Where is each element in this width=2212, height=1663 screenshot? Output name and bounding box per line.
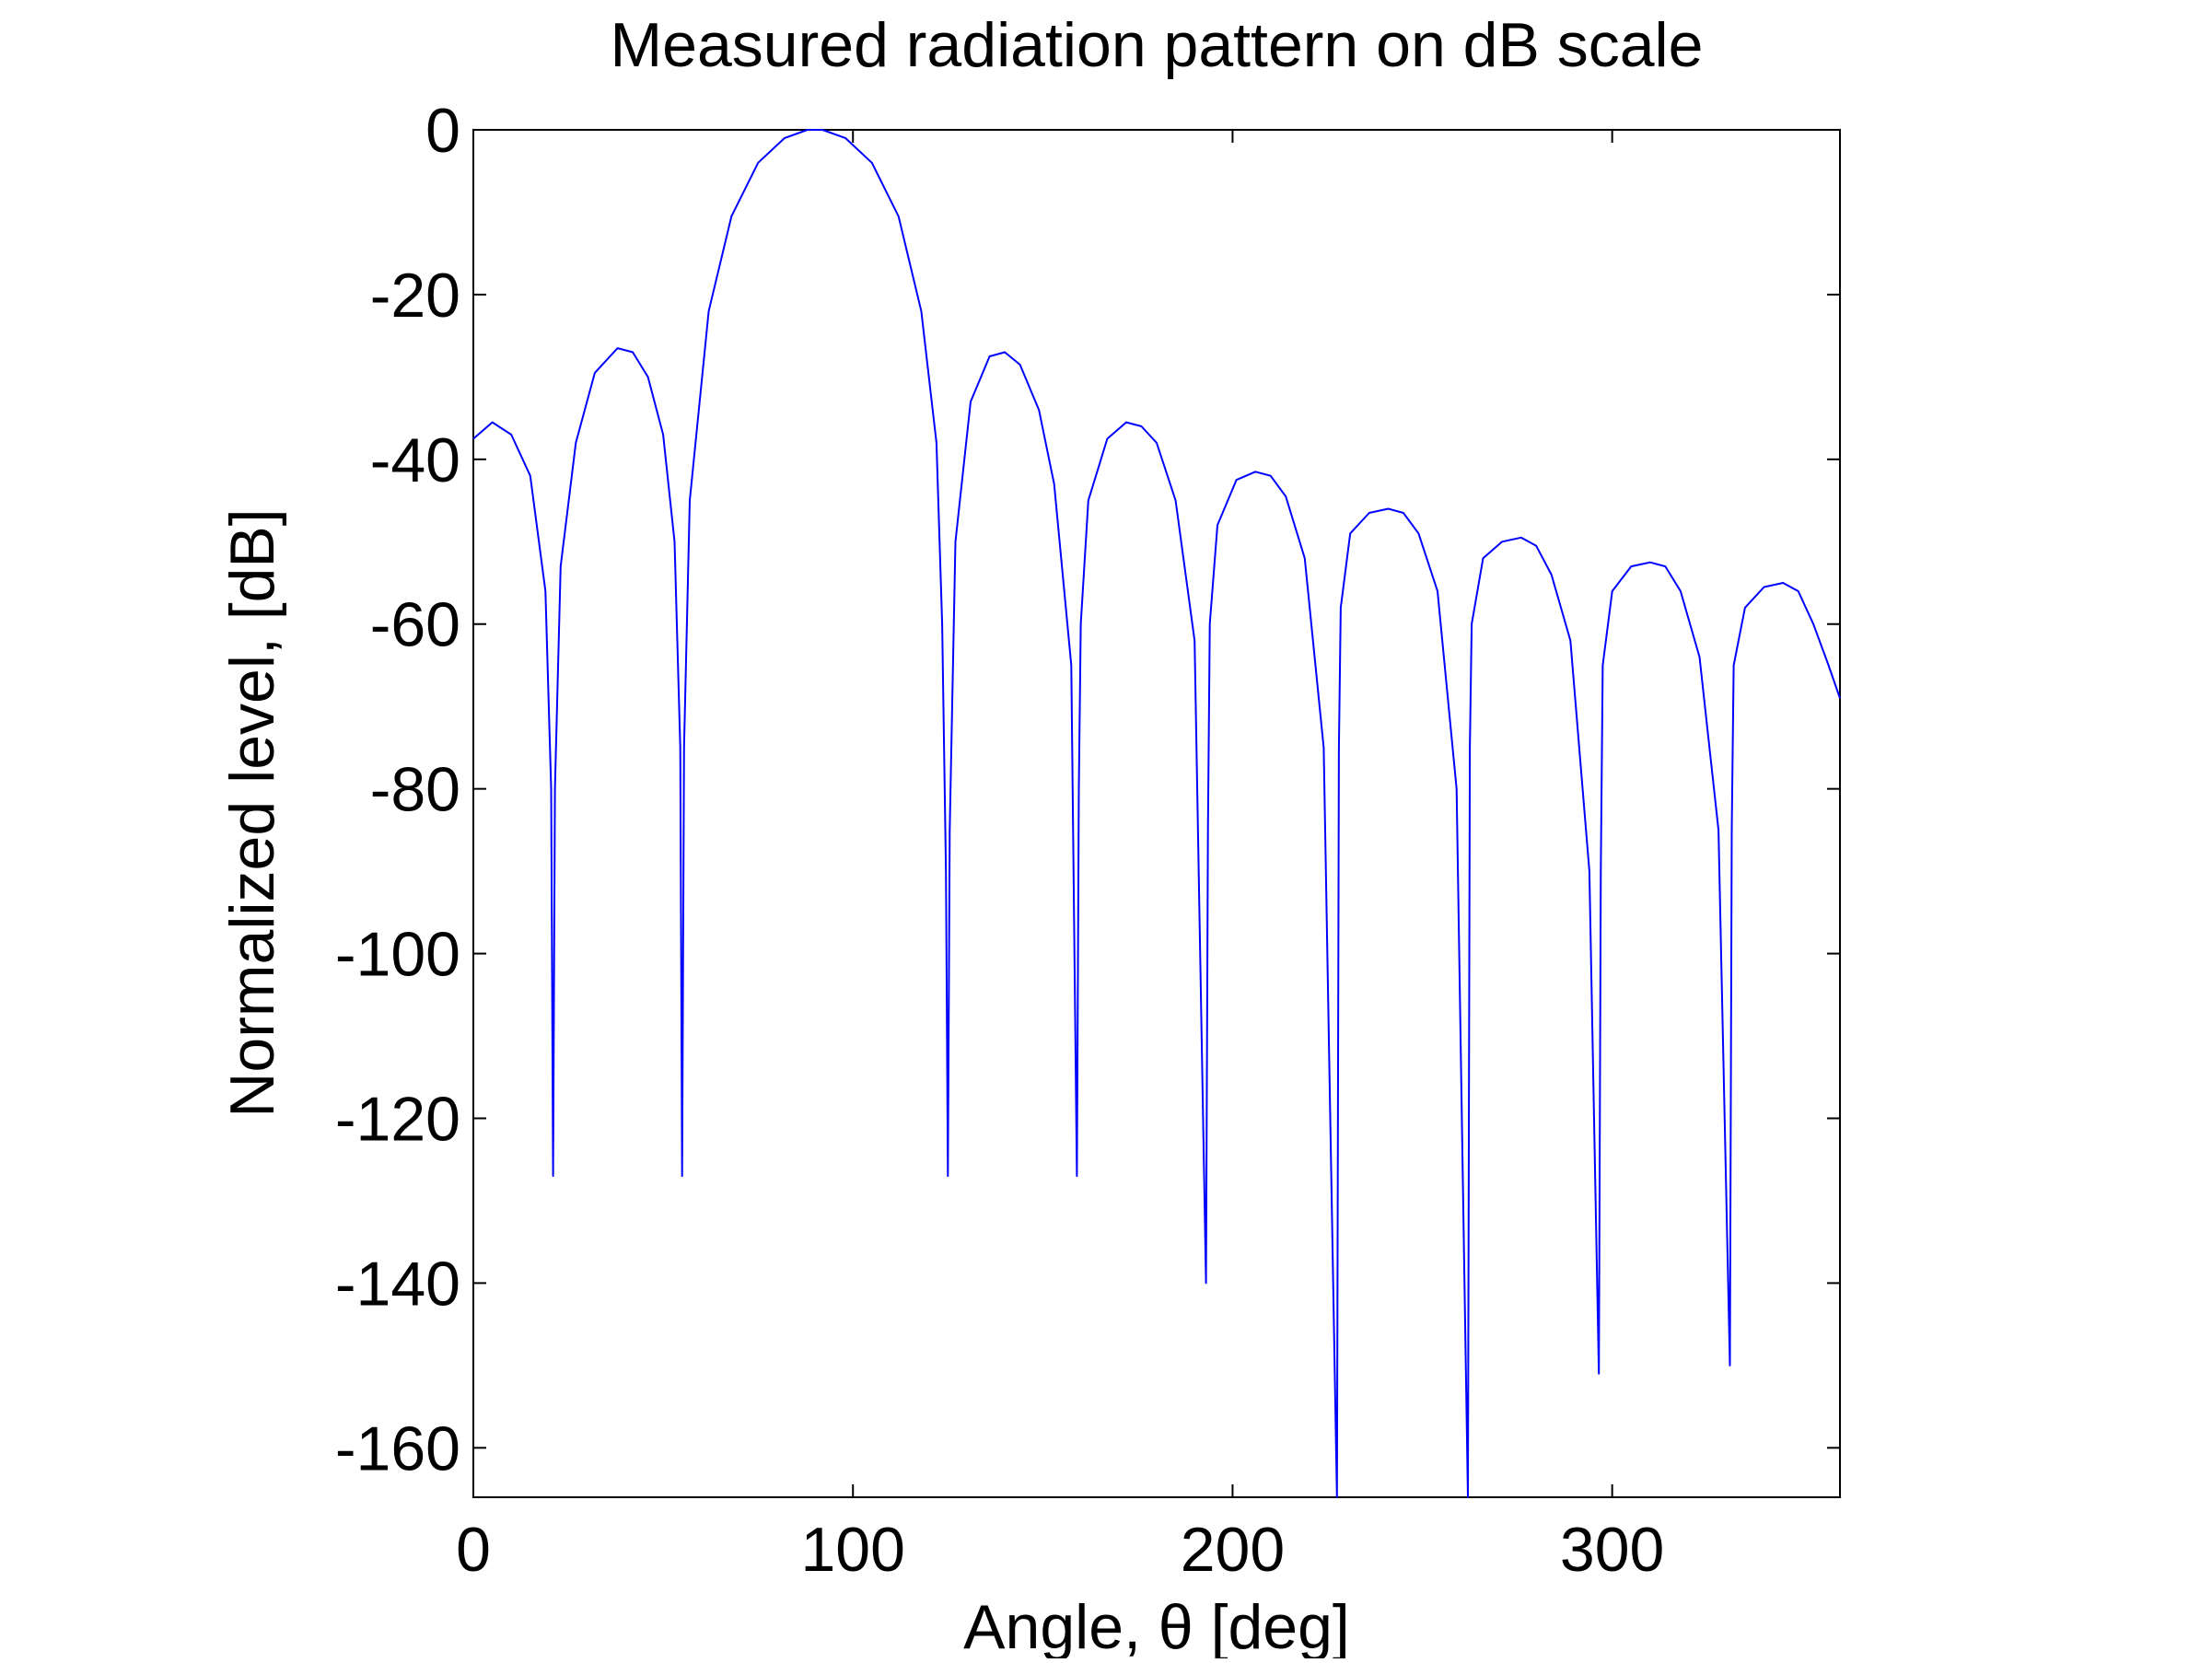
y-tick-label: -20 bbox=[370, 261, 460, 331]
series-layer bbox=[472, 129, 1841, 1498]
series-line-0 bbox=[472, 129, 1841, 1498]
y-tick-label: -140 bbox=[335, 1249, 460, 1319]
x-tick-label: 100 bbox=[800, 1515, 904, 1585]
plot-frame bbox=[472, 129, 1841, 1498]
y-tick-label: -80 bbox=[370, 755, 460, 825]
x-tick-label: 200 bbox=[1181, 1515, 1285, 1585]
x-axis-label: Angle, θ [deg] bbox=[963, 1592, 1350, 1658]
x-tick-label: 300 bbox=[1560, 1515, 1664, 1585]
y-tick-label: -40 bbox=[370, 425, 460, 495]
x-tick-label: 0 bbox=[456, 1515, 491, 1585]
chart-title: Measured radiation pattern on dB scale bbox=[611, 10, 1704, 80]
y-axis-ticks: 0 -20 -40 -60 -80 -100 -120 -140 -160 bbox=[335, 96, 1840, 1483]
y-tick-label: -60 bbox=[370, 590, 460, 660]
y-tick-label: 0 bbox=[425, 96, 460, 166]
y-axis-label: Normalized level, [dB] bbox=[217, 508, 287, 1117]
y-tick-label: -120 bbox=[335, 1084, 460, 1154]
y-tick-label: -100 bbox=[335, 920, 460, 990]
y-tick-label: -160 bbox=[335, 1413, 460, 1483]
x-axis-ticks: 0 100 200 300 bbox=[456, 130, 1664, 1585]
